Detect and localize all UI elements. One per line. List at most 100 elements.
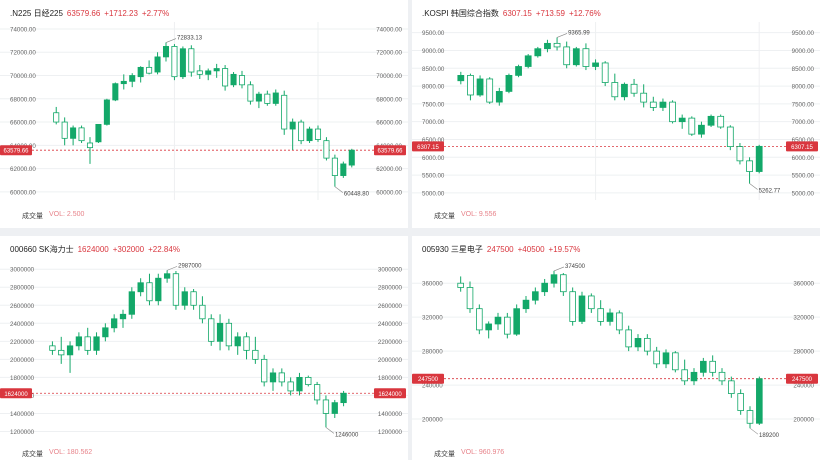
candle — [681, 359, 688, 386]
candle-body-down — [252, 349, 259, 360]
candle — [466, 281, 474, 313]
candle-body-down — [616, 312, 623, 331]
candle — [179, 46, 186, 80]
last-price-badge-right — [786, 141, 818, 152]
candle — [75, 332, 83, 351]
candle — [563, 41, 571, 69]
candle — [298, 119, 305, 145]
candle-body-down — [281, 94, 288, 130]
low-marker — [749, 183, 758, 190]
percent-change: +12.76% — [568, 8, 601, 18]
candle — [606, 308, 614, 326]
candle-body-down — [601, 62, 609, 83]
candlestick-chart-sk-hynix[interactable]: 3000000 3000000 2800000 2800000 2600000 26000… — [0, 236, 408, 460]
candle-body-down — [261, 358, 268, 383]
candle — [331, 154, 338, 187]
chart-header: .N225 日经225 63579.66 +1712.23 +2.77% — [10, 6, 169, 20]
y-tick-label-left: 5500.00 — [422, 173, 445, 180]
candle-body-down — [86, 142, 94, 149]
y-tick-label-left: 5000.00 — [422, 190, 445, 197]
candle-body-down — [225, 322, 233, 347]
candle — [486, 77, 494, 104]
y-tick-label-right: 320000 — [793, 315, 814, 322]
y-tick-label-left: 6500.00 — [422, 137, 445, 144]
candle-body-down — [78, 127, 85, 142]
candle-body-down — [264, 93, 271, 104]
percent-change: +22.84% — [148, 244, 180, 254]
percent-change: +19.57% — [548, 244, 581, 254]
candlestick-chart-n225[interactable]: 74000.00 74000.00 72000.00 72000.00 70000.00… — [0, 0, 408, 228]
y-tick-label-right: 72000.00 — [376, 50, 402, 57]
y-tick-label-left: 66000.00 — [10, 120, 36, 127]
candle — [640, 84, 648, 108]
y-tick-label-right: 68000.00 — [376, 96, 402, 103]
y-tick-label-left: 280000 — [422, 349, 443, 356]
candle — [225, 318, 233, 351]
last-price-badge-left — [412, 141, 444, 152]
y-tick-label-right: 8500.00 — [792, 66, 815, 73]
y-tick-label-right: 2600000 — [378, 303, 403, 310]
candle — [205, 68, 212, 81]
candle-body-up — [255, 93, 262, 102]
high-marker — [553, 266, 565, 272]
candle — [495, 87, 503, 106]
candle-body-up — [524, 55, 532, 67]
candle — [322, 395, 330, 428]
chart-panel-samsung[interactable]: 360000 360000 320000 320000 280000 280000 2400… — [412, 236, 820, 460]
candle-body-down — [146, 66, 153, 74]
candle-body-down — [563, 46, 571, 66]
candle-body-down — [569, 291, 576, 322]
candle-body-down — [208, 318, 215, 342]
candle — [688, 116, 696, 136]
candle-body-down — [560, 274, 567, 293]
y-tick-label-left: 7000.00 — [422, 119, 445, 126]
symbol-name: .N225 日经225 — [10, 8, 63, 18]
candle — [222, 65, 229, 91]
candle-body-down — [653, 350, 660, 365]
candle — [709, 355, 716, 377]
candle — [737, 389, 744, 415]
candle-body-down — [709, 360, 716, 373]
chart-panel-sk-hynix[interactable]: 3000000 3000000 2800000 2800000 2600000 26000… — [0, 236, 408, 460]
candlestick-chart-samsung[interactable]: 360000 360000 320000 320000 280000 280000 2400… — [412, 236, 820, 460]
y-tick-label-right: 6000.00 — [792, 155, 815, 162]
y-tick-label-left: 240000 — [422, 383, 443, 390]
candle-body-down — [243, 336, 250, 351]
candle-body-down — [640, 92, 648, 103]
candle-body-up — [522, 299, 530, 310]
candle — [247, 81, 254, 105]
candle-body-up — [340, 392, 347, 404]
candle — [213, 63, 220, 78]
candle-body-down — [746, 160, 753, 172]
chart-panel-n225[interactable]: 74000.00 74000.00 72000.00 72000.00 70000.00… — [0, 0, 408, 228]
candle-body-up — [102, 327, 109, 338]
candle-body-up — [93, 336, 100, 351]
candle — [331, 399, 338, 418]
candle — [261, 354, 268, 387]
candle — [572, 46, 580, 67]
y-tick-label-right: 2800000 — [378, 285, 403, 292]
y-tick-label-right: 74000.00 — [376, 26, 402, 33]
candle — [172, 271, 180, 310]
candle — [119, 309, 127, 328]
candle — [199, 296, 206, 324]
candle — [611, 73, 619, 101]
y-tick-label-left: 6000.00 — [422, 155, 445, 162]
high-label: 2987000 — [178, 263, 202, 269]
candle — [698, 121, 705, 138]
candle — [678, 114, 686, 129]
candle — [238, 70, 246, 89]
candle-body-down — [61, 121, 68, 139]
last-price: 247500 — [486, 244, 514, 254]
candle — [476, 304, 483, 335]
chart-panel-kospi[interactable]: 9500.00 9500.00 9000.00 9000.00 8500.00 8500.… — [412, 0, 820, 228]
y-tick-label-left: 72000.00 — [10, 50, 36, 57]
y-tick-label-left: 1800000 — [10, 375, 35, 382]
candle-body-up — [111, 318, 118, 329]
candle-body-down — [278, 372, 285, 383]
candle — [313, 381, 321, 405]
high-marker — [165, 38, 177, 43]
candle — [137, 278, 144, 297]
candlestick-chart-kospi[interactable]: 9500.00 9500.00 9000.00 9000.00 8500.00 8500.… — [412, 0, 820, 228]
volume-label: 成交量 — [434, 213, 455, 220]
